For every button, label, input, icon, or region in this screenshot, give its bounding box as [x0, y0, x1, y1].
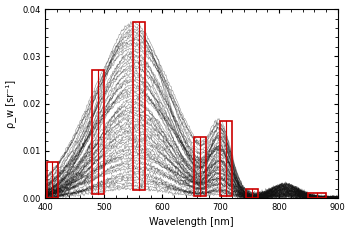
Bar	[92, 70, 104, 194]
Bar	[220, 121, 232, 196]
Y-axis label: ρ_w [sr⁻¹]: ρ_w [sr⁻¹]	[6, 79, 16, 128]
Bar	[47, 162, 58, 198]
Bar	[133, 22, 145, 190]
Bar	[246, 189, 258, 198]
X-axis label: Wavelength [nm]: Wavelength [nm]	[149, 217, 234, 227]
Bar	[194, 137, 206, 196]
Bar	[308, 193, 326, 198]
